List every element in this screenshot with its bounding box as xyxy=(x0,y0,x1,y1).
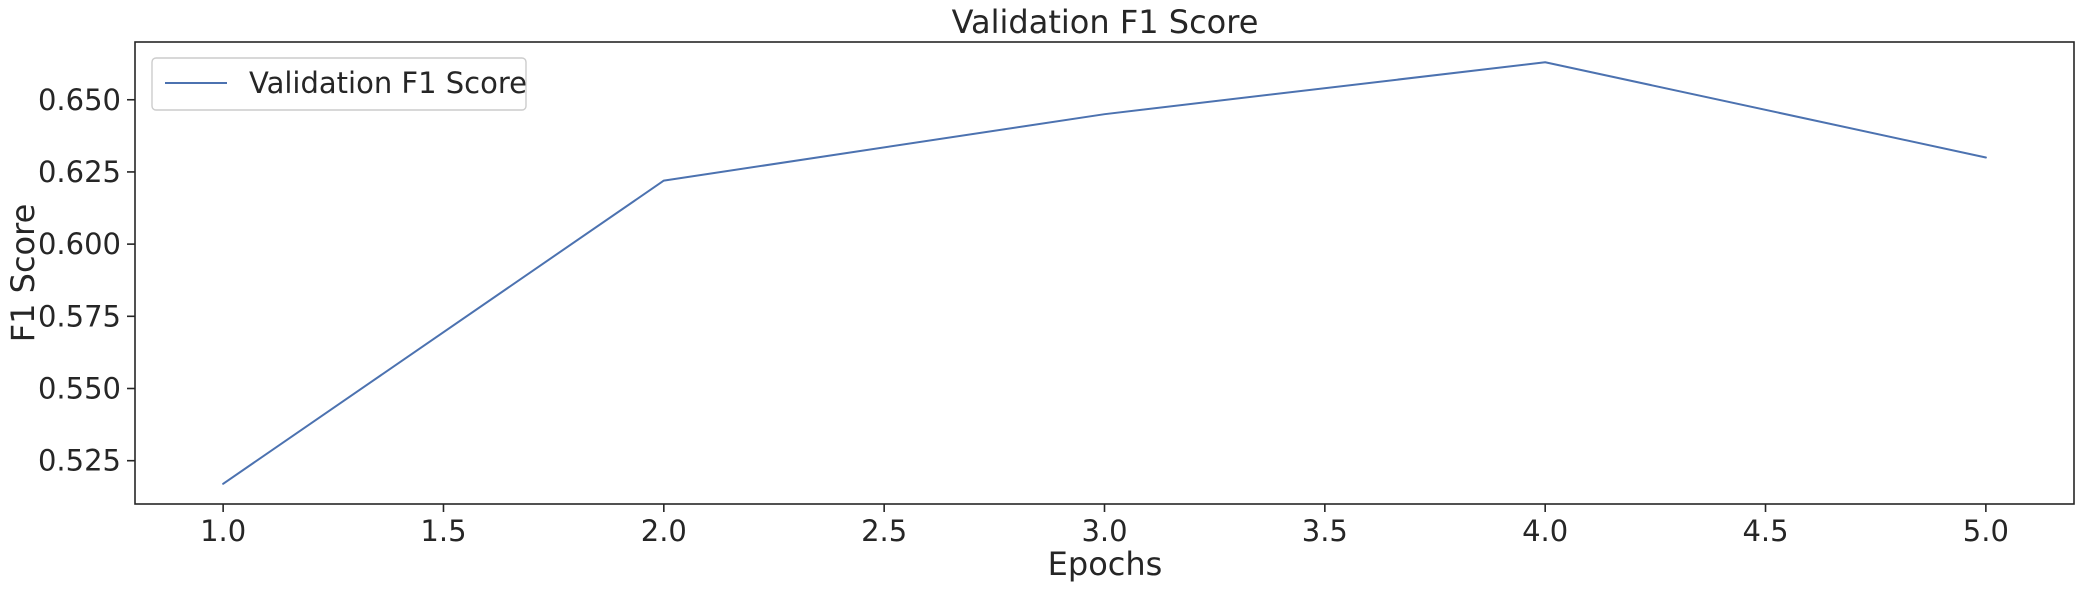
x-tick-label: 3.5 xyxy=(1302,514,1348,548)
x-tick-label: 4.5 xyxy=(1742,514,1788,548)
y-tick-label: 0.600 xyxy=(38,227,121,261)
y-tick-label: 0.575 xyxy=(38,299,121,333)
legend-box xyxy=(151,57,527,111)
y-tick-label: 0.625 xyxy=(38,155,121,189)
x-tick-label: 5.0 xyxy=(1963,514,2009,548)
y-tick-label: 0.650 xyxy=(38,83,121,117)
x-tick-label: 4.0 xyxy=(1522,514,1568,548)
legend-label: Validation F1 Score xyxy=(249,66,527,100)
x-tick-label: 2.0 xyxy=(641,514,687,548)
y-tick-label: 0.525 xyxy=(38,444,121,478)
x-tick-label: 1.0 xyxy=(200,514,246,548)
x-tick-label: 2.5 xyxy=(861,514,907,548)
chart-title: Validation F1 Score xyxy=(952,3,1259,41)
y-tick-label: 0.550 xyxy=(38,372,121,406)
x-axis-ticks: 1.0 1.5 2.0 2.5 3.0 3.5 4.0 4.5 5.0 xyxy=(200,504,2009,548)
y-axis-label: F1 Score xyxy=(4,204,42,343)
plot-area xyxy=(134,41,2075,505)
series-line-validation-f1-score xyxy=(222,61,1987,485)
x-tick-label: 3.0 xyxy=(1081,514,1127,548)
legend: Validation F1 Score xyxy=(151,57,527,111)
x-axis-label: Epochs xyxy=(1048,545,1163,583)
y-axis-ticks: 0.525 0.550 0.575 0.600 0.625 0.650 xyxy=(38,83,135,478)
x-tick-label: 1.5 xyxy=(420,514,466,548)
series-layer xyxy=(222,61,1987,485)
